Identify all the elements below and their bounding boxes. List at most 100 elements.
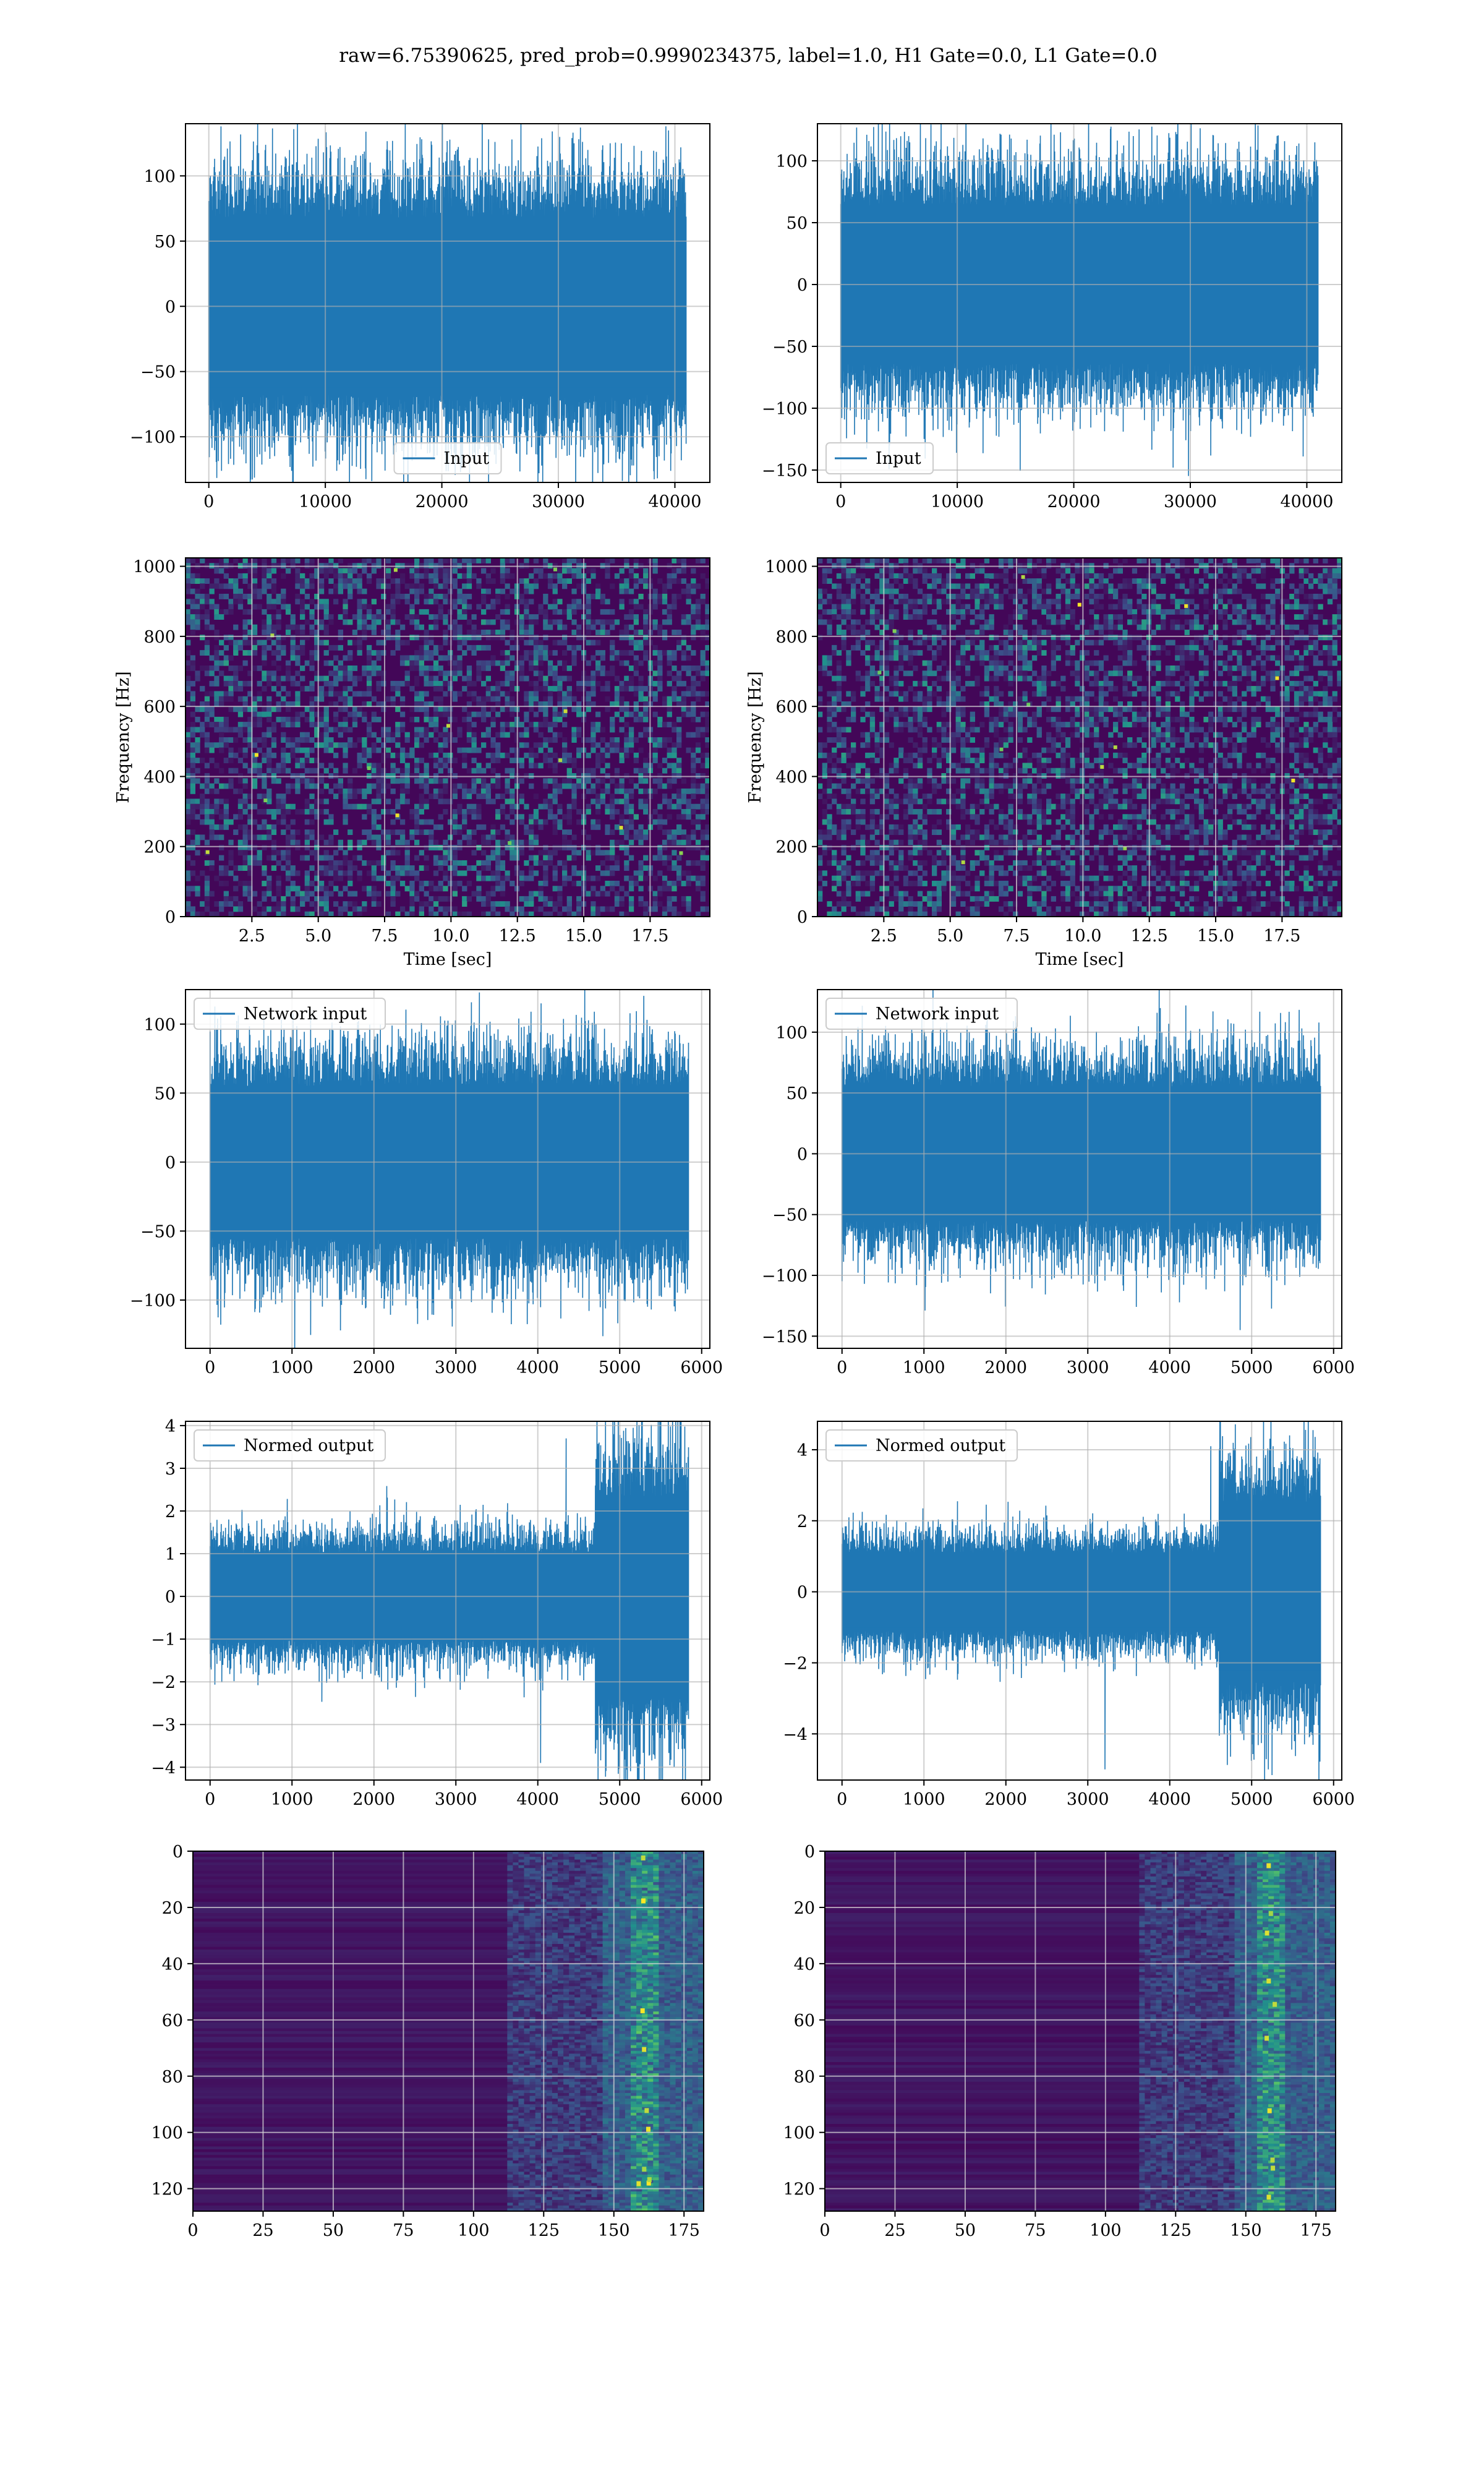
l1-spectrogram-cell xyxy=(1327,578,1333,584)
h1-spectrogram-cell xyxy=(633,711,639,717)
l1-spectrogram-cell xyxy=(1313,604,1318,610)
h1-spectrogram-cell xyxy=(237,732,244,738)
h1-spectrogram-cell xyxy=(490,722,496,727)
l1-spectrogram-cell xyxy=(941,588,947,594)
h1-spectrogram-cell xyxy=(300,809,305,815)
h1-spectrogram-cell xyxy=(290,640,296,646)
h1-spectrogram-cell xyxy=(457,588,463,594)
h1-spectrogram-cell xyxy=(628,778,634,784)
h1-spectrogram-cell xyxy=(476,809,482,815)
h1-spectrogram-cell xyxy=(662,798,668,805)
h1-spectrogram-cell xyxy=(562,650,568,656)
h1-spectrogram-cell xyxy=(485,875,491,881)
h1-spectrogram-cell xyxy=(705,824,710,830)
h1-spectrogram-cell xyxy=(643,834,649,841)
h1-spectrogram-cell xyxy=(285,824,291,830)
h1-spectrogram-cell xyxy=(652,670,658,677)
h1-spectrogram-cell xyxy=(419,778,424,784)
l1-spectrogram-cell xyxy=(1194,640,1200,646)
h1-spectrogram-cell xyxy=(566,578,572,584)
l1-spectrogram-cell xyxy=(893,650,899,656)
h1-spectrogram-cell xyxy=(242,650,248,656)
h1-spectrogram-cell xyxy=(366,675,372,682)
h1-spectrogram-cell xyxy=(309,583,315,589)
h1-spectrogram-cell xyxy=(610,850,615,856)
h1-spectrogram-cell xyxy=(705,711,710,717)
h1-spectrogram-cell xyxy=(638,798,644,805)
h1-spectrogram-cell xyxy=(662,886,668,892)
h1-spectrogram-cell xyxy=(242,865,248,871)
l1-spectrogram-cell xyxy=(1313,594,1318,599)
h1-spectrogram-cell xyxy=(214,609,220,615)
h1-spectrogram-cell xyxy=(433,711,439,717)
h1-spectrogram-cell xyxy=(638,604,644,610)
h1-spectrogram-cell xyxy=(200,732,205,738)
h1-spectrogram-cell xyxy=(662,588,668,594)
h1-spectrogram-cell xyxy=(485,588,491,594)
l1-spectrogram-cell xyxy=(1289,624,1295,630)
h1-spectrogram-cell xyxy=(285,845,291,850)
l1-spectrogram-cell xyxy=(1256,619,1261,625)
h1-spectrogram-cell xyxy=(285,855,291,861)
h1-spectrogram-cell xyxy=(448,819,453,825)
h1-spectrogram-cell xyxy=(276,794,281,799)
l1-spectrogram-cell xyxy=(1136,558,1142,563)
h1-spectrogram-cell xyxy=(252,640,258,646)
h1-spectrogram-cell xyxy=(214,824,220,830)
h1-spectrogram-cell xyxy=(376,558,382,563)
h1-spectrogram-cell xyxy=(591,573,596,579)
l1-spectrogram-cell xyxy=(1332,573,1337,579)
l1-spectrogram-cell xyxy=(955,599,961,605)
l1-spectrogram-cell xyxy=(1251,604,1256,610)
h1-spectrogram-cell xyxy=(672,742,677,748)
h1-spectrogram-cell xyxy=(186,583,191,589)
l1-spectrogram-cell xyxy=(879,588,885,594)
h1-spectrogram-cell xyxy=(595,650,601,656)
h1-spectrogram-cell xyxy=(633,630,639,635)
l1-spectrogram-cell xyxy=(946,624,952,630)
h1-spectrogram-cell xyxy=(404,680,410,687)
h1-spectrogram-cell xyxy=(214,798,220,805)
h1-spectrogram-cell xyxy=(667,711,672,717)
h1-spectrogram-cell xyxy=(672,768,677,774)
h1-spectrogram-cell xyxy=(638,691,644,697)
h1-spectrogram-cell xyxy=(571,599,577,605)
h1-spectrogram-cell xyxy=(657,870,663,876)
h1-spectrogram-cell xyxy=(519,599,524,605)
h1-spectrogram-cell xyxy=(362,599,367,605)
h1-spectrogram-cell xyxy=(600,666,605,671)
h1-spectrogram-cell xyxy=(466,630,472,635)
h1-spectrogram-cell xyxy=(533,696,539,702)
h1-spectrogram-cell xyxy=(190,886,195,892)
h1-spectrogram-cell xyxy=(576,809,582,815)
h1-spectrogram-cell xyxy=(529,870,534,876)
l1-spectrogram-cell xyxy=(1232,583,1237,589)
h1-spectrogram-cell xyxy=(285,675,291,682)
h1-spectrogram-cell xyxy=(610,794,615,799)
l1-spectrogram-cell xyxy=(1017,630,1023,635)
h1-spectrogram-cell xyxy=(443,727,448,733)
h1-spectrogram-cell xyxy=(395,644,401,651)
h1-spectrogram-cell xyxy=(295,578,301,584)
h1-spectrogram-cell xyxy=(448,845,453,850)
h1-spectrogram-cell xyxy=(686,583,691,589)
h1-spectrogram-cell xyxy=(223,696,229,702)
h1-spectrogram-cell xyxy=(409,716,415,722)
l1-spectrogram-cell xyxy=(1098,573,1104,579)
h1-spectrogram-cell xyxy=(614,860,620,866)
l1-spectrogram-cell xyxy=(1027,578,1033,584)
l1-spectrogram-cell xyxy=(1051,614,1056,620)
h1-spectrogram-cell xyxy=(672,691,677,697)
h1-spectrogram-cell xyxy=(333,829,339,835)
h1-spectrogram-cell xyxy=(495,742,501,748)
l1-spectrogram-cell xyxy=(984,573,990,579)
h1-spectrogram-cell xyxy=(529,583,534,589)
h1-spectrogram-cell xyxy=(419,573,424,579)
h1-spectrogram-cell xyxy=(309,768,315,774)
l1-spectrogram-cell xyxy=(946,558,952,563)
h1-spectrogram-cell xyxy=(204,778,210,784)
h1-spectrogram-cell xyxy=(490,845,496,850)
l1-spectrogram-cell xyxy=(1136,624,1142,630)
h1-spectrogram-cell xyxy=(399,906,406,912)
h1-spectrogram-cell xyxy=(204,875,210,881)
